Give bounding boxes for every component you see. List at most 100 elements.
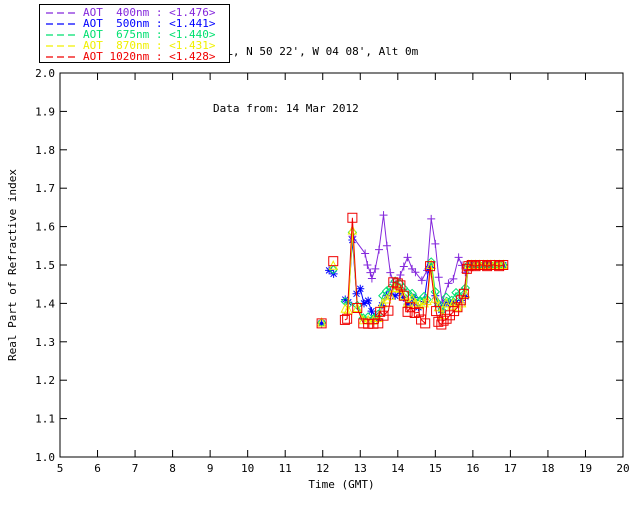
data-marker [399,262,408,271]
legend-dash-sample-icon [46,11,78,14]
legend-dash-sample-icon [46,44,78,47]
data-marker [316,316,327,327]
x-tick-label: 19 [579,462,592,475]
data-marker [339,314,350,325]
legend-item: AOT 500nm : <1.441> [45,18,229,29]
x-tick-label: 15 [429,462,442,475]
data-marker [356,284,365,293]
y-tick-label: 1.2 [35,374,55,387]
data-marker [399,293,408,302]
legend-dash-sample-icon [46,33,78,36]
data-marker [375,245,384,254]
data-marker [373,318,384,329]
data-marker [386,268,395,277]
data-marker [449,306,460,317]
data-marker [454,253,463,262]
x-tick-label: 6 [94,462,101,475]
y-tick-label: 1.1 [35,413,55,426]
data-marker [403,300,412,309]
data-marker [317,319,326,328]
data-marker [398,290,409,300]
legend-dash-sample-icon [46,22,78,25]
data-marker [452,302,463,313]
data-marker [458,288,469,299]
data-marker [449,274,458,283]
x-tick-label: 14 [391,462,405,475]
data-marker [407,288,417,299]
legend-item: AOT 675nm : <1.440> [45,29,229,40]
data-marker [352,303,363,314]
x-tick-label: 7 [132,462,139,475]
data-marker [441,313,452,324]
y-tick-label: 1.4 [35,297,55,310]
data-marker [403,253,412,262]
x-tick-label: 8 [169,462,176,475]
data-marker [342,313,353,324]
data-marker [316,318,327,329]
legend-label: AOT 1020nm : <1.428> [83,50,216,63]
y-tick-label: 1.3 [35,336,55,349]
y-tick-label: 1.6 [35,221,55,234]
legend-item: AOT 400nm : <1.476> [45,7,229,18]
data-marker [453,300,462,309]
legend-item: AOT 870nm : <1.431> [45,40,229,51]
legend-dash-sample-icon [46,55,78,58]
x-tick-label: 16 [466,462,479,475]
data-marker [379,211,388,220]
data-marker [328,264,338,275]
data-marker [367,307,376,316]
data-marker [427,214,436,223]
data-marker [420,297,429,306]
data-marker [444,279,453,288]
data-marker [438,315,449,326]
data-marker [367,274,376,283]
data-marker [479,262,488,271]
legend-item: AOT 1020nm : <1.428> [45,51,229,62]
data-marker [463,261,474,272]
data-marker [361,249,370,258]
x-tick-label: 17 [504,462,517,475]
y-tick-label: 1.0 [35,451,55,464]
legend-label: AOT 870nm : <1.431> [83,39,216,52]
data-marker [328,256,339,267]
x-tick-label: 9 [207,462,214,475]
data-marker [431,306,442,317]
data-marker [371,264,380,273]
x-tick-label: 11 [279,462,292,475]
y-tick-label: 1.8 [35,144,55,157]
data-marker [408,299,417,308]
data-marker [347,212,358,223]
x-tick-label: 10 [241,462,254,475]
x-tick-label: 13 [354,462,367,475]
data-marker [455,295,466,306]
data-marker [347,224,358,235]
x-tick-label: 12 [316,462,329,475]
data-marker [382,241,391,250]
data-marker [431,239,440,248]
y-tick-label: 2.0 [35,67,55,80]
data-marker [426,259,437,269]
data-marker [391,291,400,300]
data-marker [441,292,451,302]
data-marker [363,318,374,329]
data-marker [425,261,436,272]
data-marker [457,296,466,305]
data-marker [482,261,493,272]
data-marker [441,297,452,308]
data-marker [398,290,409,301]
x-axis-title: Time (GMT) [308,478,374,491]
legend-label: AOT 675nm : <1.440> [83,28,216,41]
data-marker [420,318,431,329]
y-axis-title: Real Part of Refractive index [6,169,19,361]
data-marker [352,302,363,313]
series-aot-1020nm [316,212,509,330]
data-marker [408,264,417,273]
data-marker [498,260,509,270]
data-marker [436,319,447,330]
data-marker [438,308,447,317]
legend-label: AOT 500nm : <1.441> [83,17,216,30]
data-marker [434,301,443,310]
data-marker [466,260,477,270]
data-marker [383,305,394,316]
